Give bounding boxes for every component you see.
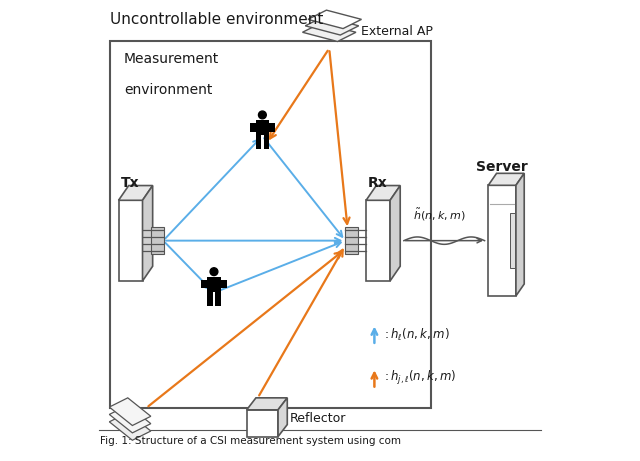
Bar (118, 201, 143, 281)
Text: External AP: External AP (362, 25, 433, 38)
Polygon shape (305, 17, 359, 35)
Bar (250, 124, 256, 132)
Polygon shape (109, 413, 151, 440)
Bar (488, 185, 516, 296)
Polygon shape (308, 10, 362, 29)
Text: Uncontrollable environment: Uncontrollable environment (109, 12, 323, 27)
Bar (264, 135, 269, 149)
Text: Measurement: Measurement (124, 52, 220, 65)
Bar (256, 135, 261, 149)
Polygon shape (246, 398, 287, 410)
Bar (207, 277, 221, 292)
Text: Tx: Tx (121, 176, 140, 190)
Text: $: h_{\ell}(n,k,m)$: $: h_{\ell}(n,k,m)$ (382, 327, 449, 343)
Bar (345, 227, 358, 254)
Text: Rx: Rx (368, 176, 388, 190)
Bar (207, 292, 212, 306)
Polygon shape (488, 173, 524, 185)
Bar (110, 41, 431, 408)
Polygon shape (109, 405, 151, 433)
Polygon shape (390, 185, 400, 281)
Bar (366, 201, 390, 281)
Text: environment: environment (124, 83, 212, 97)
Polygon shape (118, 185, 153, 200)
Polygon shape (109, 398, 151, 426)
Bar (215, 292, 221, 306)
Polygon shape (143, 185, 153, 281)
Polygon shape (366, 185, 400, 200)
Bar (246, 410, 278, 437)
Bar (510, 213, 515, 268)
Text: Server: Server (476, 160, 528, 174)
Text: $: h_{j,\ell}(n,k,m)$: $: h_{j,\ell}(n,k,m)$ (382, 369, 456, 388)
Circle shape (259, 111, 266, 119)
Bar (151, 227, 164, 254)
Text: Fig. 1: Structure of a CSI measurement system using com: Fig. 1: Structure of a CSI measurement s… (100, 436, 401, 446)
Polygon shape (516, 173, 524, 296)
Bar (256, 120, 269, 136)
Polygon shape (303, 23, 356, 41)
Bar (202, 280, 207, 289)
Bar (269, 124, 275, 132)
Circle shape (210, 268, 218, 276)
Polygon shape (278, 398, 287, 437)
Bar (221, 280, 227, 289)
Text: Reflector: Reflector (290, 412, 346, 425)
Text: $\tilde{h}(n,k,m)$: $\tilde{h}(n,k,m)$ (413, 207, 466, 223)
